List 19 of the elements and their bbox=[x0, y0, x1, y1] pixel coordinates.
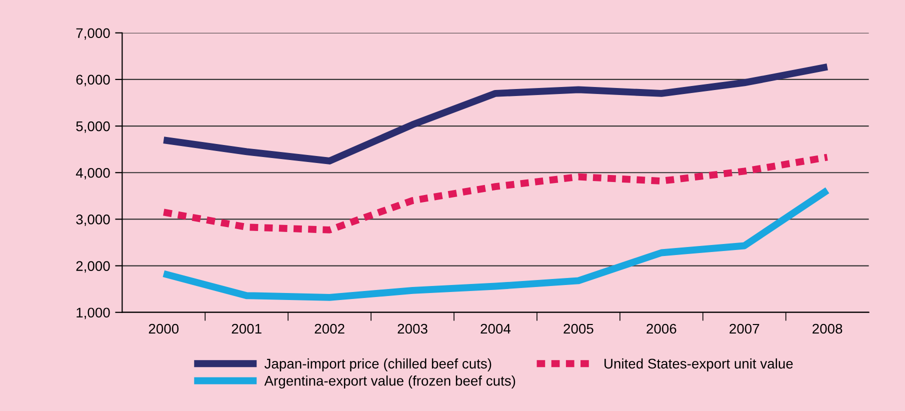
y-tick-label: 2,000 bbox=[76, 261, 110, 273]
x-tick-label: 2001 bbox=[232, 324, 262, 334]
x-tick-label: 2007 bbox=[730, 324, 760, 334]
y-tick-label: 1,000 bbox=[76, 308, 110, 320]
y-tick-label: 3,000 bbox=[76, 214, 110, 226]
x-tick-label: 2000 bbox=[148, 324, 179, 334]
legend-label: United States-export unit value bbox=[604, 358, 793, 372]
x-tick-label: 2004 bbox=[480, 324, 511, 334]
x-tick-label: 2003 bbox=[398, 324, 428, 334]
legend-label: Argentina-export value (frozen beef cuts) bbox=[264, 376, 516, 388]
y-tick-label: 6,000 bbox=[76, 74, 110, 86]
legend-label: Japan-import price (chilled beef cuts) bbox=[264, 358, 492, 372]
y-tick-label: 4,000 bbox=[76, 168, 110, 180]
x-tick-label: 2005 bbox=[564, 324, 594, 334]
y-tick-label: 7,000 bbox=[76, 28, 110, 40]
x-tick-label: 2006 bbox=[646, 324, 676, 334]
x-tick-label: 2008 bbox=[812, 324, 842, 334]
x-tick-label: 2002 bbox=[314, 324, 344, 334]
y-tick-label: 5,000 bbox=[76, 121, 110, 133]
